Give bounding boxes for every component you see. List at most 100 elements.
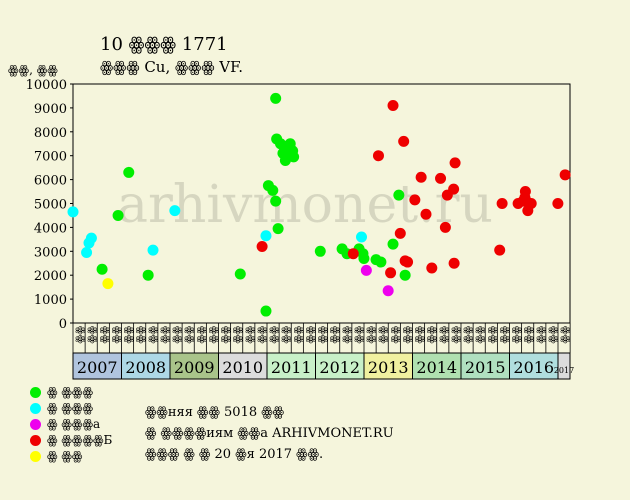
point-s0-19 [278,140,290,152]
point-s0-3 [142,269,154,281]
point-s0-28 [375,256,387,268]
legend-label-2: ꙮ ꙮꙮꙮа [47,417,101,431]
point-s3-1 [347,248,359,260]
point-s0-5 [260,305,272,317]
x-quarter-label: ꙮꙮ [99,326,110,344]
year-cell-2007 [72,352,122,380]
x-quarter-label: ꙮꙮ [427,326,438,344]
legend-item-3: ꙮ ꙮꙮꙮꙮБ [30,432,112,448]
point-s3-17 [449,157,461,169]
x-quarter-label: ꙮꙮ [221,326,232,344]
point-s0-29 [387,238,399,250]
point-s0-4 [234,268,246,280]
x-quarter-label: ꙮꙮ [87,326,98,344]
y-axis-label: ꙮꙮ, ꙮꙮ [8,63,58,77]
point-s0-1 [112,209,124,221]
x-quarter-label: ꙮꙮ [293,326,304,344]
year-label-2011: 2011 [271,358,312,377]
year-label-2014: 2014 [416,358,457,377]
x-quarter-label: ꙮꙮ [184,326,195,344]
legend-marker-2 [30,418,41,430]
x-quarter-label: ꙮꙮ [281,326,292,344]
y-tick-label: 7000 [34,150,67,165]
point-s4-0 [102,278,114,290]
year-label-2009: 2009 [174,358,215,377]
x-quarter-label: ꙮꙮ [402,326,413,344]
note-average: ꙮꙮняя ꙮꙮ 5018 ꙮꙮ [145,405,285,420]
year-label-2016: 2016 [513,358,554,377]
year-label-2008: 2008 [125,358,166,377]
legend-marker-0 [30,386,41,398]
point-s3-5 [394,227,406,239]
point-s3-13 [435,172,447,184]
y-tick-label: 1000 [34,293,67,308]
year-label-2017: 2017 [554,366,574,375]
legend-item-4: ꙮ ꙮꙮ [30,448,112,464]
x-quarter-label: ꙮꙮ [148,326,159,344]
y-tick-label: 2000 [34,269,67,284]
x-quarter-label: ꙮꙮ [463,326,474,344]
x-quarter-label: ꙮꙮ [439,326,450,344]
y-tick-label: 5000 [34,198,67,213]
point-s0-20 [281,150,293,162]
point-s3-18 [448,257,460,269]
point-s1-0 [67,206,79,218]
legend-marker-3 [30,434,41,446]
x-quarter-label: ꙮꙮ [172,326,183,344]
x-quarter-label: ꙮꙮ [245,326,256,344]
x-quarter-label: ꙮꙮ [354,326,365,344]
legend-label-3: ꙮ ꙮꙮꙮꙮБ [47,433,113,447]
point-s3-14 [439,221,451,233]
point-s0-11 [272,223,284,235]
legend-marker-4 [30,450,41,462]
y-tick-label: 6000 [34,174,67,189]
year-cell-2008 [121,352,171,380]
year-cell-2012 [315,352,365,380]
point-s0-31 [399,269,411,281]
y-tick-label: 9000 [34,102,67,117]
chart-title: 10 ꙮꙮꙮ 1771 [100,34,228,55]
x-quarter-label: ꙮꙮ [536,326,547,344]
point-s3-0 [256,241,268,253]
x-quarter-label: ꙮꙮ [548,326,559,344]
y-tick-label: 0 [59,317,67,332]
point-s1-6 [260,230,272,242]
point-s0-10 [270,195,282,207]
point-s3-3 [387,100,399,112]
x-quarter-label: ꙮꙮ [499,326,510,344]
x-quarter-label: ꙮꙮ [512,326,523,344]
x-quarter-label: ꙮꙮ [366,326,377,344]
x-quarter-label: ꙮꙮ [330,326,341,344]
y-tick-label: 4000 [34,221,67,236]
notes: ꙮꙮняя ꙮꙮ 5018 ꙮꙮ ꙮ ꙮꙮꙮꙮиям ꙮꙮа ARHIVMONE… [145,402,394,465]
point-s3-28 [552,198,564,209]
point-s0-8 [270,92,282,104]
x-quarter-label: ꙮꙮ [378,326,389,344]
x-quarter-label: ꙮꙮ [451,326,462,344]
legend-label-0: ꙮ ꙮꙮꙮ [47,385,94,399]
point-s3-16 [448,183,460,195]
point-s3-8 [402,256,414,268]
point-s0-7 [267,184,279,196]
x-quarter-label: ꙮꙮ [475,326,486,344]
y-tick-label: 3000 [34,245,67,260]
year-cell-2015 [460,352,510,380]
legend-label-1: ꙮ ꙮꙮꙮ [47,401,94,415]
y-tick-label: 8000 [34,126,67,141]
x-quarter-label: ꙮꙮ [257,326,268,344]
point-s3-12 [426,262,438,274]
x-quarter-label: ꙮꙮ [305,326,316,344]
point-s1-7 [356,231,368,243]
x-quarter-label: ꙮꙮ [124,326,135,344]
point-s1-1 [81,246,93,258]
year-label-2015: 2015 [465,358,506,377]
year-cell-2011 [266,352,316,380]
point-s0-2 [123,166,135,178]
legend-label-4: ꙮ ꙮꙮ [47,449,83,463]
year-label-2007: 2007 [77,358,118,377]
year-cell-2017 [557,352,571,380]
legend-marker-1 [30,402,41,414]
legend: ꙮ ꙮꙮꙮ ꙮ ꙮꙮꙮ ꙮ ꙮꙮꙮа ꙮ ꙮꙮꙮꙮБ ꙮ ꙮꙮ [30,384,112,464]
x-quarter-label: ꙮꙮ [269,326,280,344]
